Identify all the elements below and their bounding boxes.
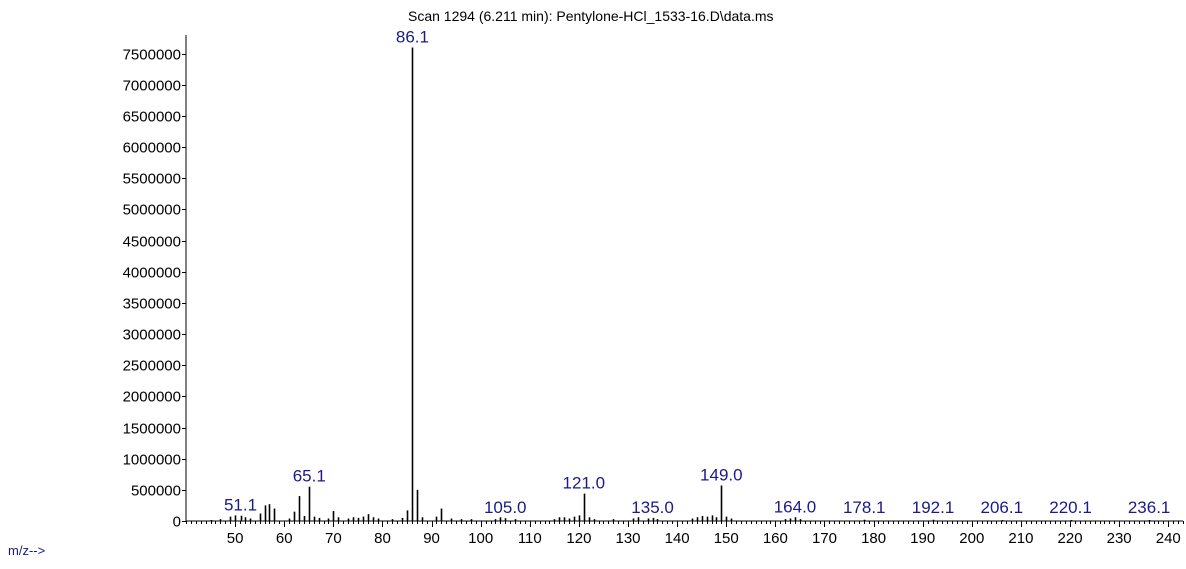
- y-tick-label: 2500000: [123, 358, 181, 375]
- peak-label: 206.1: [980, 498, 1023, 517]
- peak-label: 86.1: [396, 27, 429, 46]
- y-tick-label: 3500000: [123, 296, 181, 313]
- y-tick-label: 6500000: [123, 109, 181, 126]
- x-tick-label: 60: [276, 530, 293, 547]
- x-ticks-group: 50 60 70 80 90 100 110 120 130 140 150 160 170 180 190…: [186, 521, 1184, 547]
- x-tick-label: 70: [325, 530, 342, 547]
- peak-label: 192.1: [912, 498, 955, 517]
- x-tick-label: 140: [665, 530, 690, 547]
- peak-label: 51.1: [224, 496, 257, 515]
- y-tick-label: 5000000: [123, 202, 181, 219]
- x-tick-label: 50: [227, 530, 244, 547]
- x-axis-label: m/z-->: [8, 543, 46, 558]
- x-tick-label: 200: [959, 530, 984, 547]
- x-tick-label: 110: [518, 530, 542, 547]
- chart-title: Scan 1294 (6.211 min): Pentylone-HCl_153…: [408, 8, 774, 24]
- peak-label: 220.1: [1049, 498, 1092, 517]
- x-tick-label: 90: [423, 530, 440, 547]
- x-tick-label: 160: [763, 530, 788, 547]
- y-tick-label: 1500000: [123, 421, 181, 438]
- x-tick-label: 170: [812, 530, 837, 547]
- peak-labels-group: 51.1 65.1 86.1 105.0 121.0 135.0 149.0 164.0 178…: [224, 27, 1170, 517]
- peak-label: 65.1: [293, 467, 326, 486]
- y-tick-label: 2000000: [123, 389, 181, 406]
- x-tick-label: 180: [861, 530, 886, 547]
- x-tick-label: 230: [1107, 530, 1132, 547]
- y-tick-label: 7000000: [123, 78, 181, 95]
- y-tick-label: 4500000: [123, 234, 181, 251]
- peak-label: 236.1: [1128, 498, 1171, 517]
- peak-label: 149.0: [700, 465, 743, 484]
- y-tick-label: 7500000: [123, 47, 181, 64]
- peak-label: 164.0: [774, 497, 817, 516]
- y-tick-label: 5500000: [123, 171, 181, 188]
- x-tick-label: 100: [468, 530, 493, 547]
- x-tick-label: 120: [566, 530, 591, 547]
- x-tick-label: 220: [1058, 530, 1083, 547]
- peak-label: 135.0: [631, 498, 674, 517]
- y-tick-label: 1000000: [123, 452, 181, 469]
- bars-group: [210, 47, 1151, 521]
- x-tick-label: 210: [1008, 530, 1033, 547]
- peak-label: 105.0: [484, 498, 527, 517]
- x-tick-label: 240: [1156, 530, 1181, 547]
- peak-label: 178.1: [843, 498, 886, 517]
- y-tick-label: 4000000: [123, 265, 181, 282]
- x-tick-label: 190: [910, 530, 935, 547]
- y-tick-label: 3000000: [123, 327, 181, 344]
- y-tick-label: 500000: [131, 483, 181, 500]
- peak-label: 121.0: [563, 474, 606, 493]
- x-tick-label: 150: [714, 530, 739, 547]
- x-tick-label: 80: [374, 530, 391, 547]
- y-ticks-group: 0 500000 1000000 1500000 2000000 2500000 30000…: [123, 47, 186, 531]
- y-tick-label: 6000000: [123, 140, 181, 157]
- x-tick-label: 130: [616, 530, 641, 547]
- y-tick-label: 0: [173, 514, 181, 531]
